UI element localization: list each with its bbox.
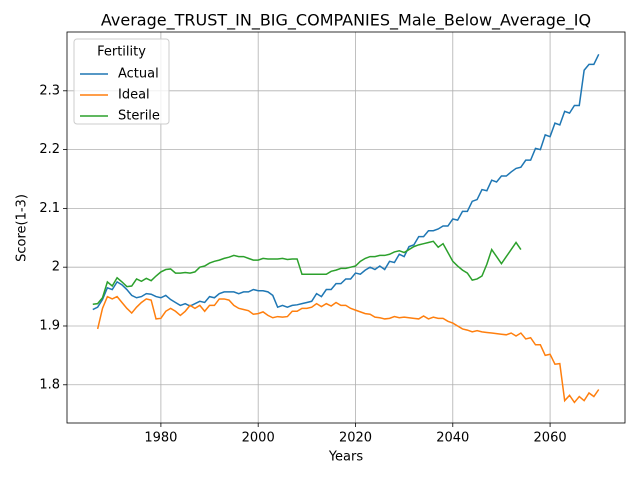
line-series bbox=[96, 295, 600, 404]
x-axis-label: Years bbox=[328, 450, 364, 465]
y-tick-label: 2.3 bbox=[39, 83, 60, 98]
x-tick-label: 2000 bbox=[242, 431, 275, 446]
legend-label: Actual bbox=[118, 67, 159, 82]
line-series bbox=[92, 54, 600, 311]
y-axis-label: Score(1-3) bbox=[15, 194, 30, 262]
legend-title: Fertility bbox=[97, 45, 146, 60]
x-tick-label: 2040 bbox=[436, 431, 469, 446]
legend-label: Ideal bbox=[118, 88, 150, 103]
legend-label: Sterile bbox=[118, 109, 160, 124]
chart-title: Average_TRUST_IN_BIG_COMPANIES_Male_Belo… bbox=[101, 11, 591, 31]
y-tick-label: 2 bbox=[52, 260, 60, 275]
legend-box bbox=[73, 38, 170, 125]
plot-frame bbox=[66, 31, 626, 424]
x-tick-label: 1980 bbox=[144, 431, 177, 446]
x-tick-label: 2060 bbox=[534, 431, 567, 446]
line-series bbox=[92, 240, 522, 305]
y-tick-label: 2.2 bbox=[39, 142, 60, 157]
y-tick-label: 1.8 bbox=[39, 377, 60, 392]
y-tick-label: 1.9 bbox=[39, 318, 60, 333]
y-tick-label: 2.1 bbox=[39, 201, 60, 216]
x-tick-label: 2020 bbox=[339, 431, 372, 446]
